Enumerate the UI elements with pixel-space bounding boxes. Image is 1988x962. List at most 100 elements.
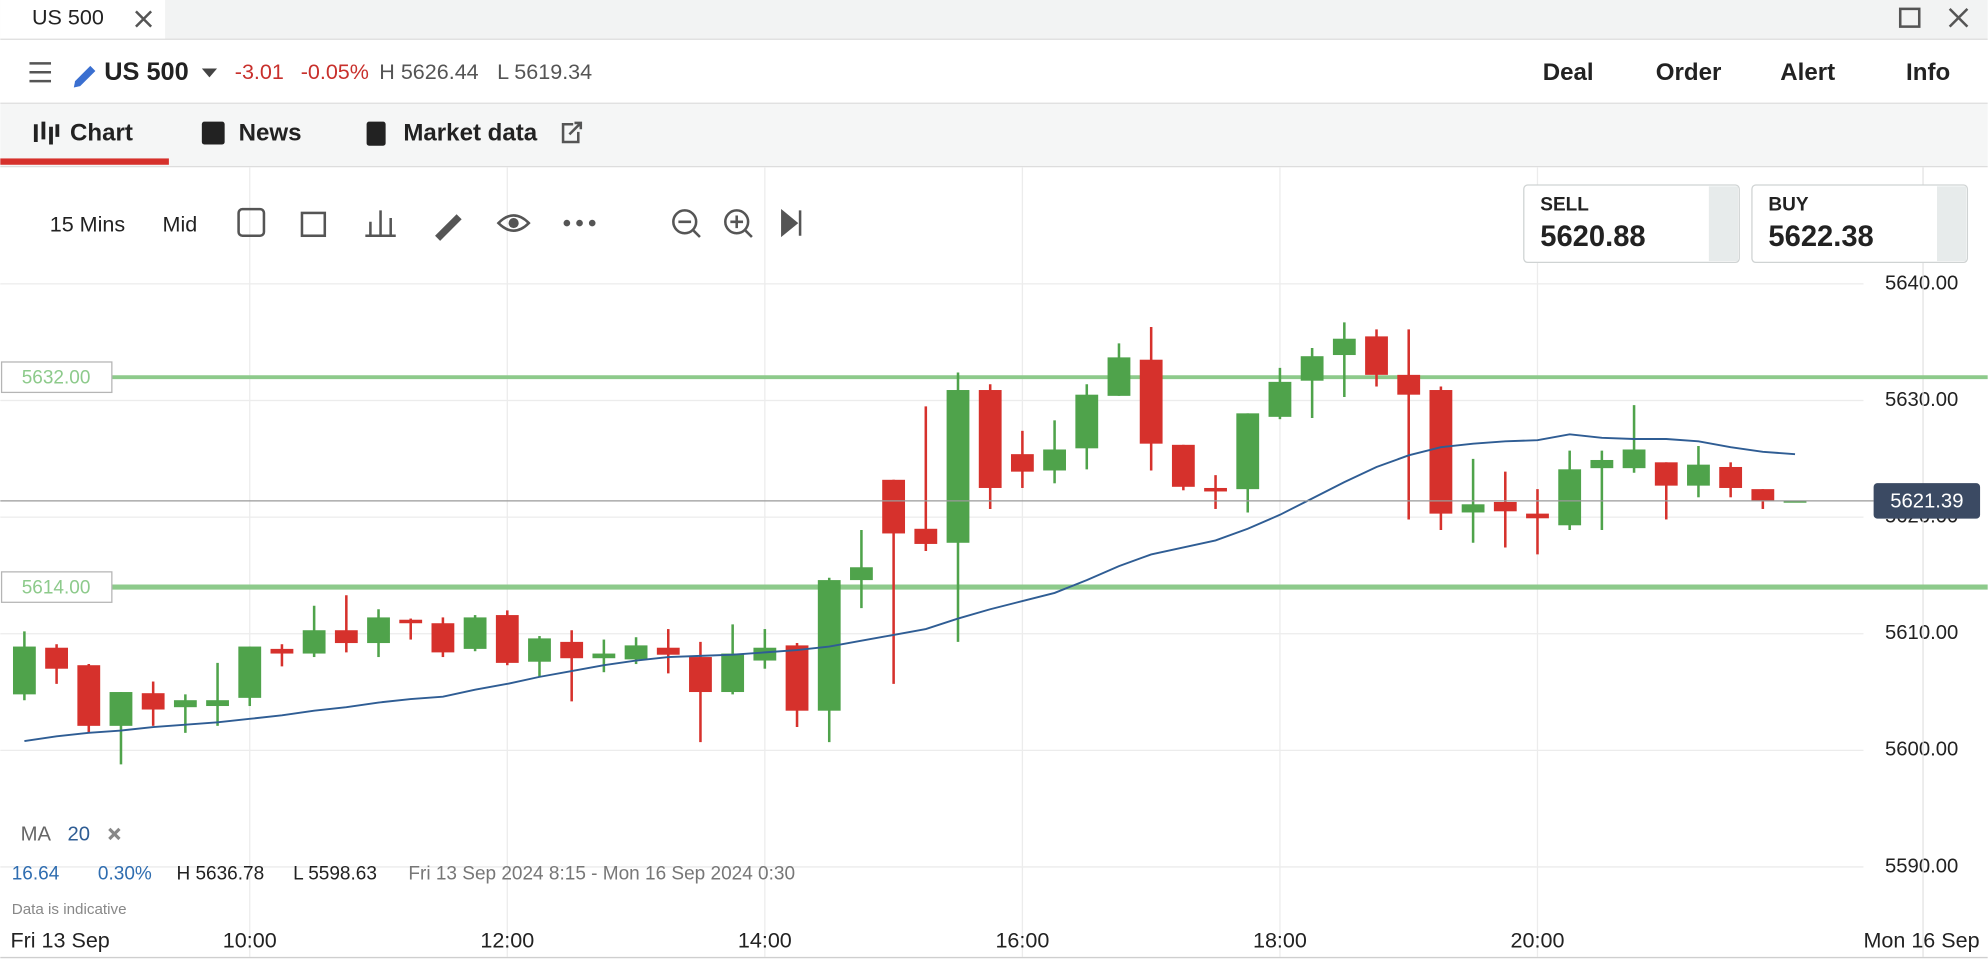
calendar-tool[interactable]: [237, 207, 266, 238]
scroll-to-latest[interactable]: [781, 208, 802, 238]
candle-body: [431, 623, 455, 653]
menu[interactable]: [29, 62, 52, 83]
candle-body: [624, 645, 648, 660]
price-level-tag: [0, 571, 113, 603]
candle-body: [1043, 449, 1066, 471]
interval[interactable]: 15 Mins: [50, 212, 125, 236]
buy-price: 5622.38: [1768, 221, 1873, 253]
change: -3.01: [235, 60, 284, 84]
candle-body: [45, 647, 68, 669]
x-tick-label: 16:00: [995, 928, 1049, 952]
dropdown[interactable]: [201, 68, 218, 78]
current-price-badge: [1873, 483, 1981, 519]
candle-body: [946, 390, 970, 543]
candle-body: [141, 693, 165, 710]
candle-body: [173, 700, 197, 708]
x-edge-label: Fri 13 Sep: [10, 928, 109, 952]
candle-body: [656, 647, 680, 655]
visibility-tool[interactable]: [496, 214, 531, 232]
x-tick-label: 10:00: [223, 928, 277, 952]
candle-body: [1010, 454, 1034, 472]
candle-body: [1397, 374, 1421, 395]
candle-body: [882, 479, 906, 534]
candle-body: [270, 648, 294, 654]
nav-deal[interactable]: Deal: [1543, 59, 1594, 86]
y-tick-label: 5590.00: [1885, 855, 1958, 877]
tab-bar: [0, 0, 1988, 40]
x-edge-label: Mon 16 Sep: [1863, 928, 1979, 952]
zoom-out[interactable]: [672, 209, 698, 235]
low: L 5619.34: [497, 60, 592, 84]
candle-body: [1429, 390, 1453, 514]
summary-high: H 5636.78: [176, 864, 264, 885]
close-window[interactable]: [1948, 7, 1969, 28]
candle-body: [302, 630, 326, 654]
nav-order[interactable]: Order: [1656, 59, 1722, 86]
window-tab[interactable]: [0, 0, 166, 40]
external-link: [561, 121, 583, 144]
instrument-name[interactable]: US 500: [104, 58, 188, 86]
candle-body: [721, 653, 745, 693]
close-tab[interactable]: [135, 10, 153, 28]
draw-tool[interactable]: [435, 214, 462, 241]
x-tick-label: 14:00: [738, 928, 792, 952]
maximize[interactable]: [1898, 7, 1921, 28]
tab-chart[interactable]: Chart: [70, 120, 133, 147]
y-tick-label: 5640.00: [1885, 272, 1958, 294]
candle-body: [914, 528, 938, 544]
nav-alert[interactable]: Alert: [1780, 59, 1835, 86]
candle-body: [495, 615, 519, 663]
sell-box[interactable]: [1523, 184, 1740, 263]
candle-body: [1300, 356, 1324, 381]
nav-info[interactable]: Info: [1906, 59, 1950, 86]
more-dot[interactable]: [588, 219, 596, 227]
candle-body: [1590, 459, 1614, 469]
chart-type-tool[interactable]: [300, 211, 327, 238]
more-dot[interactable]: [576, 219, 583, 227]
edit-icon[interactable]: [73, 65, 96, 88]
candle-body: [12, 646, 36, 695]
zoom-out-glyph: [678, 220, 701, 238]
buy-box-side: [1936, 186, 1967, 262]
window-tab-title: US 500: [32, 6, 104, 30]
candle-body: [206, 700, 229, 707]
ma-period[interactable]: 20: [67, 824, 90, 846]
candle-body: [1075, 394, 1099, 449]
tab-news[interactable]: News: [239, 120, 302, 147]
market-data-icon: [366, 121, 386, 146]
candle-body: [592, 653, 616, 659]
candle-body: [560, 641, 584, 659]
candle-body: [785, 645, 809, 711]
candle-body: [1493, 501, 1517, 512]
candle-body: [1236, 413, 1260, 490]
remove-ma[interactable]: [108, 827, 121, 841]
y-tick-label: 5630.00: [1885, 389, 1958, 411]
candle-body: [109, 692, 133, 726]
zoom-in[interactable]: [724, 209, 750, 235]
candle-body: [1783, 500, 1807, 503]
price-level-tag: [0, 361, 113, 394]
chart-icon: [33, 121, 60, 145]
candle-body: [528, 638, 551, 662]
price-type[interactable]: Mid: [163, 212, 198, 236]
tab-market-data[interactable]: Market data: [403, 120, 537, 147]
high: H 5626.44: [379, 60, 478, 84]
moving-average: [24, 433, 1796, 742]
candle-body: [399, 619, 423, 624]
candle-body: [1171, 444, 1195, 487]
candle-body: [1622, 449, 1646, 469]
disclaimer: Data is indicative: [12, 901, 127, 918]
indicators-tool[interactable]: [365, 210, 396, 238]
candle-body: [978, 390, 1002, 488]
zoom-in-glyph: [730, 215, 753, 238]
buy-box[interactable]: [1751, 184, 1969, 263]
sell-price: 5620.88: [1540, 221, 1645, 253]
candle-body: [817, 580, 841, 711]
y-tick-label: 5600.00: [1885, 739, 1958, 761]
candle-body: [238, 646, 262, 698]
candle-body: [1332, 338, 1356, 356]
candle-body: [1268, 381, 1292, 417]
summary-range: Fri 13 Sep 2024 8:15 - Mon 16 Sep 2024 0…: [408, 864, 795, 885]
candle-body: [1751, 489, 1775, 501]
more-dot[interactable]: [563, 219, 571, 227]
